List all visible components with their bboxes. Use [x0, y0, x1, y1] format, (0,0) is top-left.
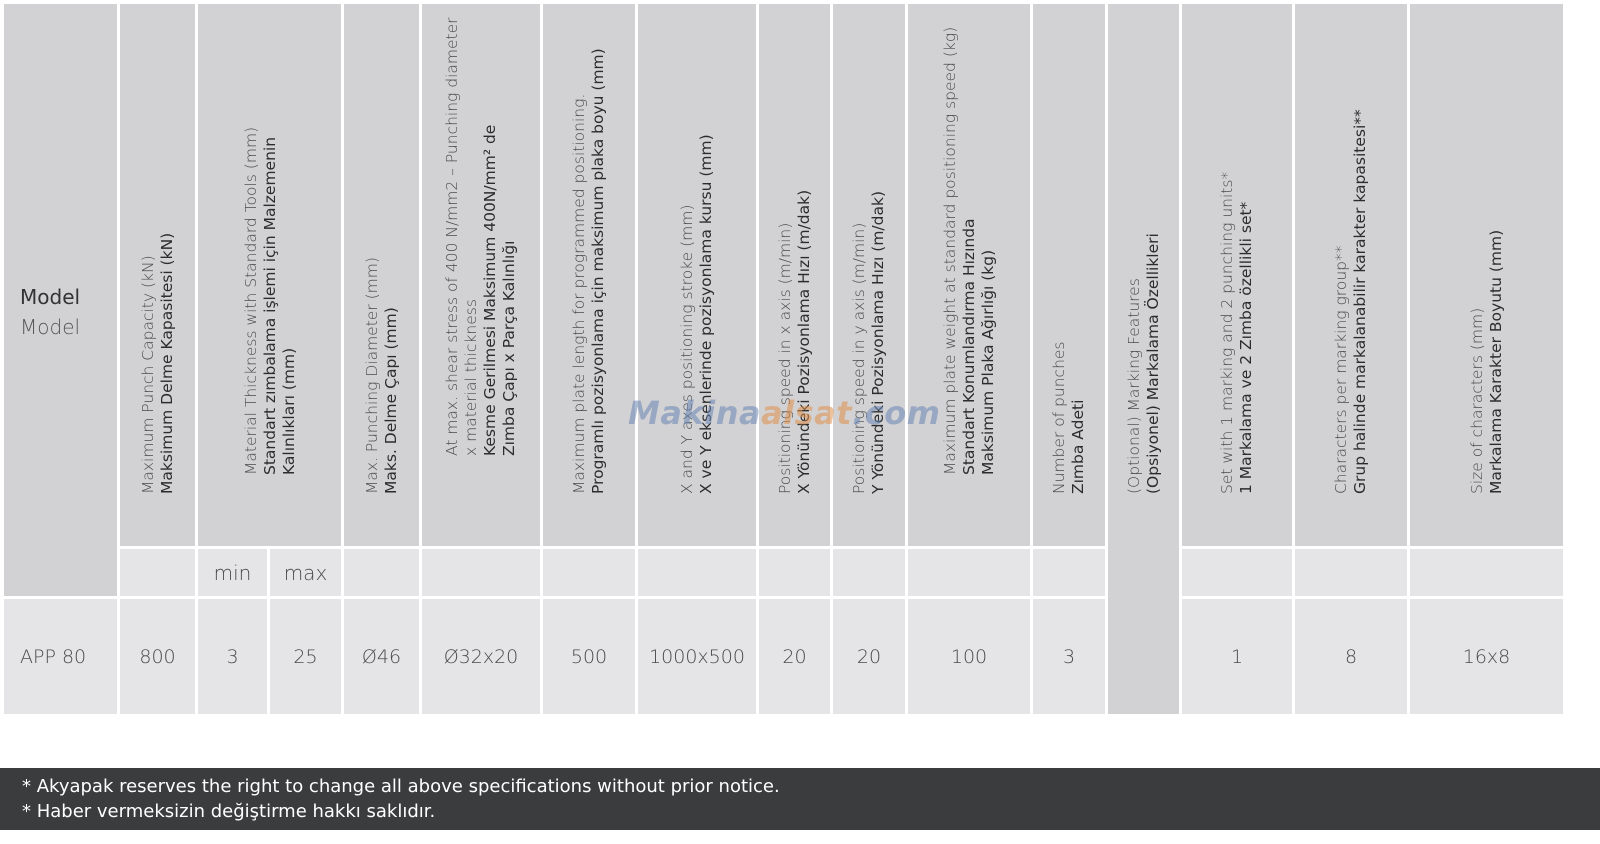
footer-note-en: * Akyapak reserves the right to change a…	[22, 776, 780, 797]
cell-shear-stress: Ø32x20	[422, 599, 540, 714]
header-num-punches-text: Number of punches Zımba Adeti	[1050, 341, 1087, 494]
cell-plate-weight: 100	[908, 599, 1030, 714]
header-plate-length: Maximum plate length for programmed posi…	[543, 4, 635, 546]
header-speed-x-text: Positioning speed in x axis (m/min) X Yö…	[775, 189, 813, 494]
footer-note-tr: * Haber vermeksizin değiştirme hakkı sak…	[22, 801, 436, 822]
cell-punch-capacity: 800	[120, 599, 195, 714]
subheader-num-punches	[1033, 549, 1105, 596]
subheader-min: min	[198, 549, 267, 596]
cell-speed-y: 20	[833, 599, 905, 714]
header-shear-stress: At max. shear stress of 400 N/mm2 – Punc…	[422, 4, 540, 546]
header-speed-y: Positioning speed in y axis (m/min) Y Yö…	[833, 4, 905, 546]
subheader-char-size	[1410, 549, 1563, 596]
subheader-punch-diameter	[344, 549, 419, 596]
cell-num-punches: 3	[1033, 599, 1105, 714]
subheader-punch-capacity	[120, 549, 195, 596]
subheader-chars-per-group	[1295, 549, 1407, 596]
cell-char-size: 16x8	[1410, 599, 1563, 714]
header-set-marking-text: Set with 1 marking and 2 punching units*…	[1218, 171, 1255, 494]
cell-model: APP 80	[4, 599, 117, 714]
header-shear-stress-text: At max. shear stress of 400 N/mm2 – Punc…	[443, 17, 518, 456]
header-plate-weight-text: Maximum plate weight at standard positio…	[941, 26, 997, 475]
subheader-shear-stress	[422, 549, 540, 596]
footer-notice: * Akyapak reserves the right to change a…	[0, 768, 1600, 830]
header-xy-stroke-text: X and Y axes positioning stroke (mm) X v…	[678, 134, 715, 494]
header-chars-per-group-text: Characters per marking group** Grup hali…	[1332, 109, 1369, 494]
cell-thickness-min: 3	[198, 599, 267, 714]
header-num-punches: Number of punches Zımba Adeti	[1033, 4, 1105, 546]
cell-thickness-max: 25	[270, 599, 341, 714]
header-plate-length-text: Maximum plate length for programmed posi…	[570, 48, 607, 494]
header-material-thickness-text: Material Thickness with Standard Tools (…	[241, 126, 298, 475]
header-material-thickness: Material Thickness with Standard Tools (…	[198, 4, 341, 546]
cell-plate-length: 500	[543, 599, 635, 714]
subheader-plate-length	[543, 549, 635, 596]
header-marking-features: (Optional) Marking Features (Opsiyonel) …	[1108, 4, 1179, 714]
header-punch-diameter: Max. Punching Diameter (mm) Maks. Delme …	[344, 4, 419, 546]
header-punch-diameter-text: Max. Punching Diameter (mm) Maks. Delme …	[362, 257, 400, 494]
subheader-speed-x	[759, 549, 830, 596]
cell-speed-x: 20	[759, 599, 830, 714]
cell-chars-per-group: 8	[1295, 599, 1407, 714]
header-set-marking: Set with 1 marking and 2 punching units*…	[1182, 4, 1292, 546]
header-char-size-text: Size of characters (mm) Markalama Karakt…	[1467, 229, 1505, 494]
cell-xy-stroke: 1000x500	[638, 599, 756, 714]
header-char-size: Size of characters (mm) Markalama Karakt…	[1410, 4, 1563, 546]
subheader-speed-y	[833, 549, 905, 596]
header-plate-weight: Maximum plate weight at standard positio…	[908, 4, 1030, 546]
header-punch-capacity-text: Maximum Punch Capacity (kN) Maksimum Del…	[138, 232, 176, 494]
model-header-tr: Model	[20, 315, 81, 339]
subheader-max: max	[270, 549, 341, 596]
header-speed-x: Positioning speed in x axis (m/min) X Yö…	[759, 4, 830, 546]
model-header: Model Model	[20, 282, 80, 342]
watermark-logo: Makinaalsat.com	[628, 394, 941, 432]
cell-set-marking: 1	[1182, 599, 1292, 714]
header-xy-stroke: X and Y axes positioning stroke (mm) X v…	[638, 4, 756, 546]
header-speed-y-text: Positioning speed in y axis (m/min) Y Yö…	[850, 190, 887, 494]
model-header-cell: Model Model	[4, 4, 117, 596]
header-marking-features-text: (Optional) Marking Features (Opsiyonel) …	[1124, 233, 1162, 494]
subheader-plate-weight	[908, 549, 1030, 596]
cell-punch-diameter: Ø46	[344, 599, 419, 714]
header-punch-capacity: Maximum Punch Capacity (kN) Maksimum Del…	[120, 4, 195, 546]
subheader-set-marking	[1182, 549, 1292, 596]
subheader-xy-stroke	[638, 549, 756, 596]
header-chars-per-group: Characters per marking group** Grup hali…	[1295, 4, 1407, 546]
model-header-en: Model	[20, 285, 81, 309]
